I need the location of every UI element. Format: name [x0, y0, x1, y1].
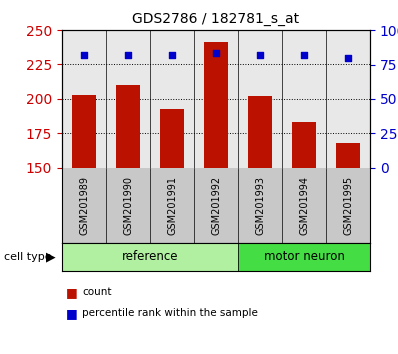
Text: GSM201992: GSM201992 [211, 176, 221, 235]
Text: cell type: cell type [4, 252, 52, 262]
Text: GSM201991: GSM201991 [167, 176, 177, 235]
Text: count: count [82, 287, 111, 297]
Text: GSM201994: GSM201994 [299, 176, 309, 235]
Text: GSM201993: GSM201993 [255, 176, 265, 235]
Title: GDS2786 / 182781_s_at: GDS2786 / 182781_s_at [133, 12, 300, 26]
Text: GSM201989: GSM201989 [79, 176, 89, 235]
Bar [62, 243, 238, 271]
Text: motor neuron: motor neuron [263, 251, 344, 263]
Text: percentile rank within the sample: percentile rank within the sample [82, 308, 258, 319]
Bar [292, 122, 316, 168]
Text: ■: ■ [66, 307, 78, 320]
Bar [160, 109, 184, 168]
Bar [238, 243, 370, 271]
Point [257, 52, 263, 58]
Text: GSM201995: GSM201995 [343, 176, 353, 235]
Bar [336, 143, 360, 168]
Bar [204, 42, 228, 168]
Bar [116, 85, 140, 168]
Point [213, 51, 219, 56]
Point [345, 55, 351, 61]
Bar [72, 95, 96, 168]
Point [81, 52, 87, 58]
Bar [248, 96, 272, 168]
Text: ■: ■ [66, 286, 78, 299]
Point [301, 52, 307, 58]
Text: reference: reference [122, 251, 178, 263]
Point [169, 52, 175, 58]
Text: ▶: ▶ [46, 251, 56, 263]
Point [125, 52, 131, 58]
Text: GSM201990: GSM201990 [123, 176, 133, 235]
